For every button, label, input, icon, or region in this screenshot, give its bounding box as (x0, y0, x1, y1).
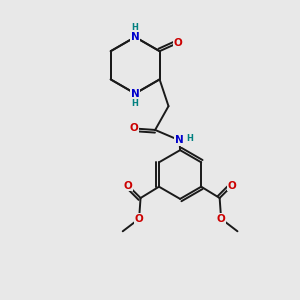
Text: O: O (217, 214, 226, 224)
Text: N: N (175, 135, 184, 145)
Text: H: H (132, 23, 139, 32)
Text: H: H (132, 99, 139, 108)
Text: O: O (174, 38, 182, 48)
Text: O: O (124, 181, 133, 190)
Text: N: N (131, 32, 140, 42)
Text: O: O (228, 181, 236, 190)
Text: O: O (135, 214, 143, 224)
Text: O: O (129, 124, 138, 134)
Text: N: N (131, 88, 140, 98)
Text: H: H (187, 134, 193, 143)
